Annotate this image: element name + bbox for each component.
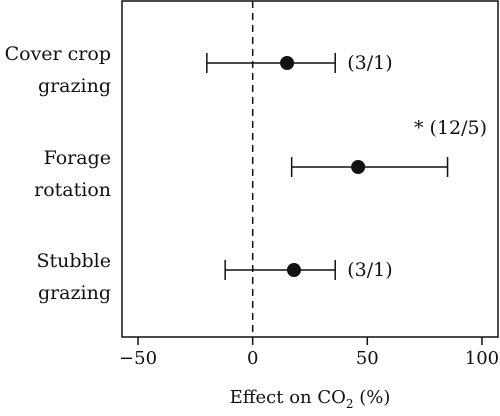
category-label: Forage rotation xyxy=(34,147,111,201)
category-label: Cover crop grazing xyxy=(5,43,111,97)
category-label-line: grazing xyxy=(38,282,111,304)
annotation-label: (3/1) xyxy=(347,259,392,281)
x-tick-label: 50 xyxy=(356,348,379,369)
x-axis-title: Effect on CO2 (%) xyxy=(230,387,391,411)
annotations-group: (3/1) * (12/5) (3/1) xyxy=(347,52,487,281)
x-tick-label: 0 xyxy=(247,348,258,369)
x-tick-label: 100 xyxy=(465,348,499,369)
category-label-line: Cover crop xyxy=(5,43,111,65)
category-label-line: Forage xyxy=(44,147,111,169)
annotation-label: (3/1) xyxy=(347,52,392,74)
x-axis-title-main: Effect on CO xyxy=(230,387,346,408)
estimate-point xyxy=(351,160,366,174)
estimates-group xyxy=(206,53,449,280)
x-tick-label: −50 xyxy=(119,348,157,369)
category-label-line: rotation xyxy=(34,179,111,201)
category-label: Stubble grazing xyxy=(36,250,111,304)
category-labels: Cover crop grazing Forage rotation Stubble gr… xyxy=(5,43,111,304)
estimate-point xyxy=(286,263,301,277)
annotation-label: * (12/5) xyxy=(414,117,487,139)
category-label-line: grazing xyxy=(38,75,111,97)
x-axis-title-unit: (%) xyxy=(354,387,391,408)
x-axis-ticks: −50 0 50 100 xyxy=(119,337,499,369)
estimate-point xyxy=(280,56,295,70)
x-axis-title-subscript: 2 xyxy=(346,397,354,411)
category-label-line: Stubble xyxy=(36,250,111,272)
plot-frame xyxy=(121,0,499,338)
